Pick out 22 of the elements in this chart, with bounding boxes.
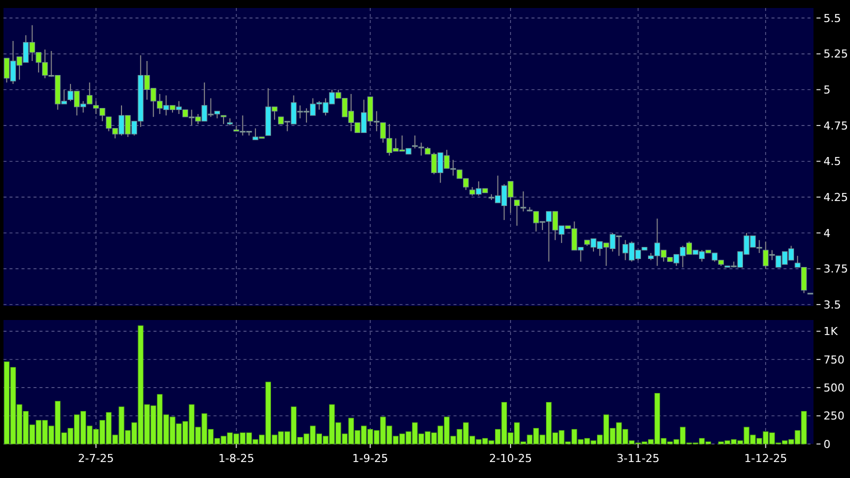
- y-tick-label: 250: [824, 410, 844, 423]
- y-tick-label: 500: [824, 381, 844, 394]
- candlestick: [514, 199, 520, 226]
- x-tick-label: 1-9-25: [352, 452, 388, 465]
- y-tick-label: 3.75: [824, 262, 848, 276]
- x-tick-label: 1-12-25: [744, 452, 788, 465]
- y-tick-label: 4.5: [824, 155, 841, 168]
- candlestick: [520, 190, 526, 212]
- y-tick-label: 3.5: [824, 298, 841, 312]
- x-tick-label: 2-7-25: [78, 452, 114, 465]
- y-tick-label: 750: [824, 353, 844, 366]
- y-tick-label: 5: [824, 84, 830, 97]
- x-tick-label: 3-11-25: [616, 452, 660, 465]
- y-tick-label: 0: [824, 438, 830, 451]
- y-tick-label: 4: [824, 226, 830, 240]
- y-tick-label: 1K: [824, 325, 838, 338]
- y-tick-label: 5.25: [824, 48, 848, 61]
- x-tick-label: 2-10-25: [489, 452, 532, 465]
- x-tick-label: 1-8-25: [218, 452, 254, 465]
- y-tick-label: 4.25: [824, 190, 848, 204]
- y-tick-label: 4.75: [824, 119, 848, 132]
- y-tick-label: 5.5: [824, 12, 841, 25]
